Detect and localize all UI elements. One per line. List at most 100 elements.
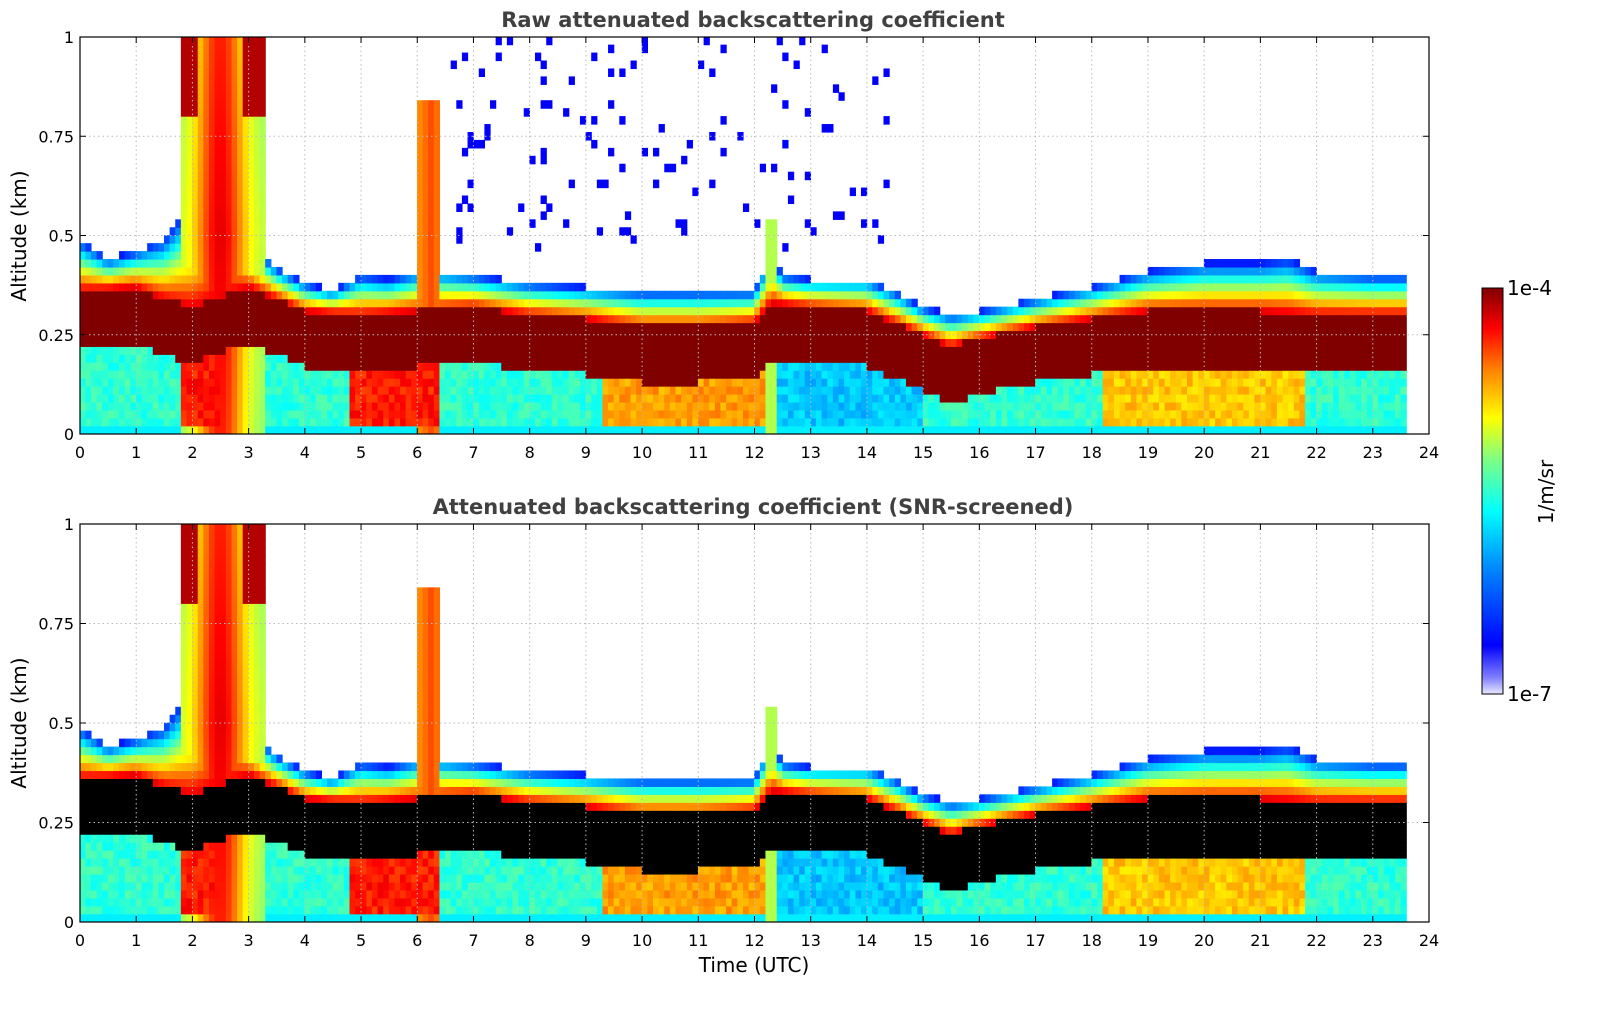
heatmap-cell: [866, 314, 873, 324]
heatmap-cell: [771, 409, 778, 419]
heatmap-cell: [270, 370, 278, 379]
heatmap-cell: [1226, 266, 1233, 276]
heatmap-cell: [619, 68, 626, 77]
heatmap-cell: [1192, 346, 1199, 355]
heatmap-cell: [1080, 425, 1087, 435]
heatmap-cell: [787, 322, 795, 332]
heatmap-cell: [147, 322, 154, 332]
heatmap-cell: [1080, 314, 1087, 324]
heatmap-cell: [894, 394, 901, 403]
heatmap-cell: [636, 378, 643, 387]
heatmap-cell: [175, 394, 182, 403]
heatmap-cell: [1007, 417, 1014, 427]
heatmap-cell: [400, 290, 407, 300]
heatmap-cell: [804, 401, 812, 411]
heatmap-cell: [428, 394, 435, 403]
heatmap-cell: [1276, 314, 1284, 324]
heatmap-cell: [1310, 314, 1317, 324]
heatmap-cell: [771, 417, 778, 427]
heatmap-cell: [855, 386, 862, 395]
heatmap-cell: [990, 314, 997, 324]
heatmap-cell: [276, 330, 283, 340]
heatmap-cell: [1091, 417, 1098, 427]
heatmap-cell: [1316, 314, 1323, 324]
heatmap-cell: [945, 409, 952, 419]
heatmap-cell: [158, 243, 165, 252]
heatmap-cell: [782, 378, 789, 387]
heatmap-cell: [377, 378, 384, 387]
heatmap-cell: [821, 378, 828, 387]
heatmap-cell: [816, 401, 823, 411]
heatmap-cell: [945, 425, 952, 435]
heatmap-cell: [169, 338, 176, 347]
heatmap-cell: [596, 330, 604, 340]
heatmap-cell: [1046, 354, 1053, 363]
heatmap-cell: [1097, 322, 1104, 332]
heatmap-cell: [315, 346, 322, 355]
heatmap-cell: [720, 44, 727, 54]
heatmap-cell: [400, 354, 407, 363]
heatmap-cell: [653, 417, 660, 427]
heatmap-cell: [742, 425, 750, 435]
heatmap-cell: [1265, 417, 1272, 427]
heatmap-cell: [1068, 386, 1076, 395]
heatmap-cell: [608, 409, 615, 419]
heatmap-cell: [366, 401, 373, 411]
heatmap-cell: [1130, 362, 1138, 371]
heatmap-cell: [422, 108, 429, 117]
heatmap-cell: [1260, 290, 1267, 300]
heatmap-cell: [658, 409, 665, 419]
heatmap-cell: [658, 306, 665, 316]
heatmap-cell: [568, 409, 575, 419]
heatmap-cell: [231, 282, 238, 292]
heatmap-cell: [433, 306, 441, 316]
heatmap-cell: [445, 306, 452, 316]
heatmap-cell: [203, 92, 210, 101]
heatmap-cell: [315, 370, 322, 379]
heatmap-cell: [832, 346, 840, 355]
heatmap-cell: [467, 290, 474, 300]
heatmap-cell: [816, 386, 823, 395]
heatmap-cell: [1007, 330, 1014, 340]
heatmap-cell: [124, 394, 131, 403]
heatmap-cell: [394, 425, 401, 435]
heatmap-cell: [1130, 314, 1138, 324]
heatmap-cell: [1305, 394, 1312, 403]
heatmap-cell: [197, 378, 204, 387]
heatmap-cell: [490, 298, 497, 308]
heatmap-cell: [613, 290, 620, 300]
heatmap-cell: [113, 354, 120, 363]
heatmap-cell: [203, 274, 210, 284]
heatmap-cell: [1119, 330, 1126, 340]
heatmap-cell: [1170, 322, 1177, 332]
heatmap-cell: [630, 346, 637, 355]
heatmap-cell: [523, 290, 530, 300]
heatmap-cell: [428, 155, 435, 165]
heatmap-cell: [332, 409, 339, 419]
heatmap-cell: [338, 386, 345, 395]
heatmap-cell: [776, 314, 783, 324]
heatmap-cell: [1231, 266, 1239, 276]
heatmap-cell: [1147, 394, 1154, 403]
heatmap-cell: [771, 346, 778, 355]
heatmap-cell: [1035, 330, 1042, 340]
heatmap-cell: [1187, 282, 1194, 292]
heatmap-cell: [298, 378, 306, 387]
heatmap-cell: [681, 314, 688, 324]
heatmap-cell: [518, 401, 525, 411]
heatmap-cell: [242, 76, 249, 85]
heatmap-cell: [90, 409, 98, 419]
heatmap-cell: [641, 338, 648, 347]
heatmap-cell: [591, 386, 598, 395]
heatmap-cell: [1231, 401, 1239, 411]
heatmap-cell: [984, 306, 991, 316]
heatmap-cell: [1175, 386, 1182, 395]
heatmap-cell: [1080, 338, 1087, 347]
heatmap-cell: [270, 354, 278, 363]
heatmap-cell: [1024, 314, 1031, 324]
heatmap-cell: [231, 155, 238, 165]
heatmap-cell: [855, 370, 862, 379]
heatmap-cell: [405, 362, 412, 371]
heatmap-cell: [400, 362, 407, 371]
heatmap-cell: [293, 401, 300, 411]
